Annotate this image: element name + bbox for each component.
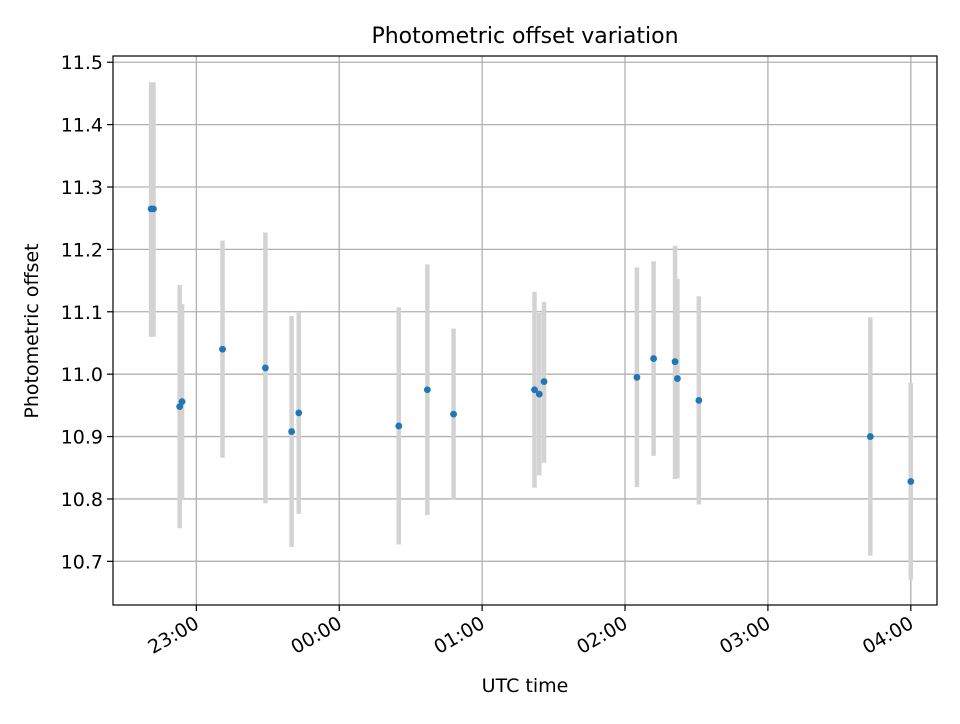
- data-point: [671, 358, 679, 366]
- data-point: [395, 422, 403, 430]
- data-point: [295, 409, 303, 417]
- y-tick-label: 11.4: [61, 115, 103, 137]
- data-point: [219, 345, 226, 353]
- y-tick-label: 10.7: [61, 551, 103, 573]
- y-tick-label: 10.8: [61, 489, 103, 511]
- grid: [113, 56, 937, 605]
- data-point: [650, 355, 658, 362]
- y-tick-label: 11.5: [61, 52, 103, 74]
- y-tick-label: 10.9: [61, 427, 103, 449]
- data-point: [633, 373, 641, 381]
- data-point: [674, 375, 681, 382]
- plot-frame: [112, 55, 938, 606]
- data-point: [288, 428, 296, 435]
- y-tick-label: 11.1: [61, 302, 103, 324]
- data-point: [540, 378, 548, 386]
- chart-title: Photometric offset variation: [371, 24, 678, 49]
- data-point: [262, 364, 269, 372]
- x-axis-label: UTC time: [482, 675, 569, 697]
- data-point: [450, 410, 457, 418]
- data-point: [531, 386, 538, 394]
- data-point: [150, 205, 157, 213]
- y-tick-label: 11.0: [61, 364, 103, 386]
- y-tick-label: 11.2: [61, 239, 103, 261]
- y-axis-label: Photometric offset: [21, 243, 43, 418]
- y-tick-label: 11.3: [61, 177, 103, 199]
- data-point: [535, 390, 543, 398]
- data-points: [147, 205, 915, 485]
- data-point: [695, 396, 703, 404]
- data-point: [178, 398, 186, 406]
- data-point: [423, 386, 431, 394]
- data-point: [907, 478, 915, 485]
- data-point: [866, 433, 874, 440]
